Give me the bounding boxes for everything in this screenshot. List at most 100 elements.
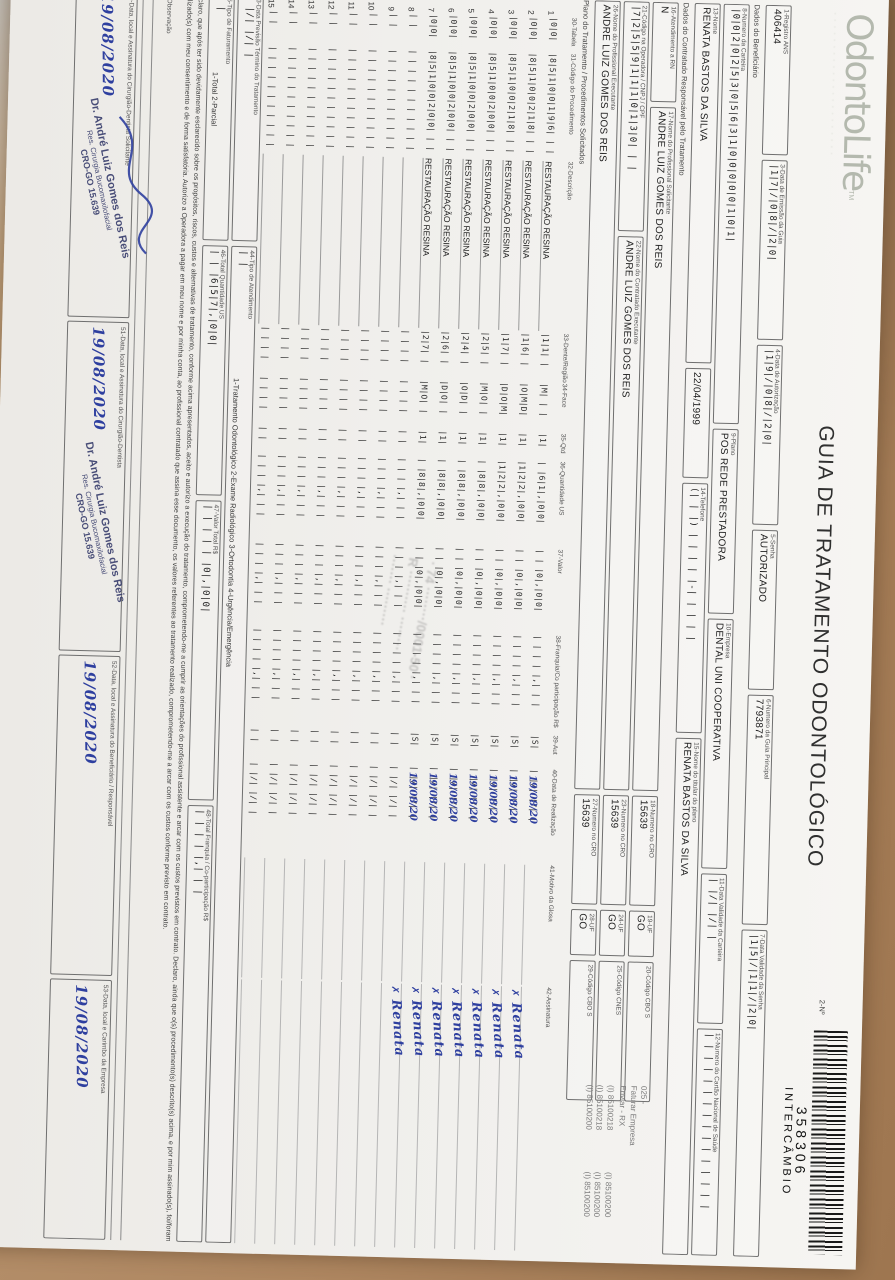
header-quantidade-us: 36-Quantidade US: [557, 461, 566, 516]
cell-data-realizacao: | |/| |/| | 19/08/20: [524, 769, 539, 863]
cell-data-realizacao: | |/| |/| | 19/08/20: [504, 768, 519, 862]
observacao-label: 49-Observação: [164, 0, 173, 34]
cell-aut: | |: [310, 729, 320, 744]
cell-quantidade-us: | | | |,| | |: [375, 456, 387, 520]
row-number: 2: [526, 10, 536, 15]
cell-tabela: | |: [368, 12, 379, 28]
row-number: 9: [386, 6, 396, 12]
cell-franquia: | | | | |,| | |: [451, 632, 463, 706]
cell-dente-regiao: |2|4| |: [460, 330, 470, 365]
cell-face: |O|M|D|: [518, 382, 529, 417]
row-number: 5: [466, 8, 476, 14]
cell-data-realizacao: | |/| |/| |: [388, 765, 399, 819]
cell-franquia: | | | | |,| | |: [471, 633, 483, 706]
cell-aut: |S|: [450, 732, 460, 748]
cell-franquia: | | | | |,| | |: [491, 633, 503, 707]
cell-tabela: | |: [288, 10, 299, 25]
cell-valor: | | | |,| | |: [313, 543, 325, 607]
cell-face: | | | |: [298, 376, 309, 411]
cell-quantidade-us: | |8|8|,|0|0|: [475, 459, 487, 523]
cell-aut: | |: [330, 729, 340, 745]
cell-valor: | | |0|,|0|0|: [513, 548, 525, 612]
field-valor-total: 47-Valor Total R$ | | | | | |0|,|0|0|: [187, 500, 222, 801]
cell-data-realizacao: | |/| |/| | 19/08/20: [464, 767, 479, 861]
field-data-autorizacao: 4-Data de Autorização |1|9|/|0|8|/|2|0|: [752, 344, 783, 526]
cell-qtd: | |: [397, 429, 408, 444]
cell-valor: | | | |,| | |: [253, 541, 265, 605]
cell-quantidade-us: | |6|1|,|0|0|: [535, 460, 547, 524]
cell-franquia: | | | | |,| | |: [411, 631, 423, 705]
cell-quantidade-us: | | | |,| | |: [296, 454, 307, 518]
field-data-nascimento: 22/04/1999: [682, 367, 712, 479]
cell-codigo-procedimento: | | | | | | | | | | |: [265, 45, 278, 148]
handwritten-date-50: 19/08/2020: [97, 0, 117, 98]
cell-data-realizacao: | |/| |/| | 19/08/20: [404, 766, 419, 860]
cell-quantidade-us: | |8|8|,|0|0|: [455, 458, 467, 522]
header-aut: 39-Aut: [551, 735, 559, 755]
field-validade-carteira: 11-Data Validade da Carteira | |/| |/| |: [697, 873, 728, 1025]
cell-quantidade-us: | | | |,| | |: [276, 454, 287, 517]
cell-face: | | | |: [258, 375, 269, 410]
field-atendimento-rn: 16-Atendimento a RN N: [650, 1, 679, 103]
cell-qtd: |1|: [457, 430, 468, 446]
cell-data-realizacao: | |/| |/| |: [268, 762, 279, 816]
barcode-icon: [808, 1030, 848, 1256]
cell-face: |M|O| |: [418, 379, 429, 414]
cell-tabela: | |: [348, 11, 359, 27]
cell-tabela: |0|0|: [508, 16, 519, 41]
tipo-faturamento-options: 1-Total 2-Parcial: [209, 71, 220, 127]
cell-data-realizacao: | |/| |/| | 19/08/20: [444, 767, 459, 861]
cell-valor: | | |0|,|0|0|: [413, 545, 425, 609]
field-uf-19: 19-UF GO: [627, 910, 656, 958]
cell-face: | | | |: [358, 378, 369, 413]
cell-valor: | | |0|,|0|0|: [453, 546, 465, 610]
cell-dente-regiao: | | | |: [300, 326, 310, 361]
cell-quantidade-us: | | | |,| | |: [395, 457, 407, 521]
cell-qtd: |1|: [437, 430, 448, 446]
cell-data-realizacao: | |/| |/| |: [368, 764, 379, 818]
cell-tabela: |0|0|: [548, 17, 559, 42]
signatures-row: 50-Data, local e Assinatura do Cirurgião…: [43, 0, 154, 1240]
handwritten-date-52: 19/08/2020: [80, 660, 100, 765]
field-data-emissao: 3-Data de Emissão da Guia |1|7|/|0|8|/|2…: [757, 159, 788, 341]
row-number: 14: [286, 0, 296, 9]
header-qtd: 35-Qtd: [558, 433, 567, 454]
cell-qtd: | |: [377, 428, 388, 444]
odontolife-logo: OdontoLifeTM · · · · · · · · · · · · · ·…: [827, 12, 880, 201]
cell-valor: | | | |,| | |: [393, 545, 405, 609]
field-cbo-29: 29-Código CBO S: [566, 959, 596, 1101]
cell-valor: | | | |,| | |: [293, 542, 305, 606]
cell-aut: | |: [370, 730, 380, 746]
row-number: 3: [506, 9, 516, 15]
cell-qtd: |1|: [497, 431, 508, 447]
cell-quantidade-us: | |8|8|,|0|0|: [415, 457, 427, 521]
field-uf-28: 28-UF GO: [569, 908, 598, 956]
signature-box-52: 52-Data, local e Assinatura do Beneficiá…: [50, 654, 121, 976]
header-tabela: 30-Tabela: [569, 17, 578, 47]
cell-data-realizacao: | |/| |/| | 19/08/20: [424, 766, 439, 860]
handwritten-date-53: 19/08/2020: [71, 984, 91, 1089]
cell-aut: |S|: [510, 734, 520, 750]
cell-quantidade-us: |1|2|2|,|0|0|: [515, 460, 527, 524]
row-number: 11: [346, 1, 356, 11]
cell-tabela: |0|0|: [468, 15, 479, 40]
cell-valor: | | | |,| | |: [273, 542, 285, 605]
cell-quantidade-us: | | | |,| | |: [315, 455, 327, 519]
header-face: 34-Face: [560, 383, 568, 408]
field-codigo-operadora: 21-Código na Operadora / CNPJ / CPF |7|2…: [617, 1, 650, 232]
field-cro-23: 23-Numero no CRO 15639: [600, 794, 630, 906]
signature-box-51: 51-Data, local e Assinatura do Cirurgião…: [58, 320, 130, 653]
dentist-signature-stroke: [118, 116, 154, 255]
cell-franquia: | | | | |,| | |: [391, 631, 403, 704]
signature-box-53: 53-Data, local e Carimbo da Empresa 19/0…: [43, 978, 113, 1240]
logo-text: OdontoLife: [833, 12, 880, 191]
cell-face: |M| | |: [538, 382, 549, 417]
field-cnes-25: 25-Código CNES: [595, 960, 625, 1102]
cell-face: |O|D| |: [458, 380, 469, 415]
cell-aut: | |: [350, 730, 360, 745]
cell-face: | | | |: [318, 377, 329, 412]
cell-franquia: | | | | |,| | |: [291, 628, 303, 702]
cell-dente-regiao: | | | |: [360, 328, 370, 363]
cell-data-realizacao: | |/| |/| | 19/08/20: [484, 768, 499, 862]
